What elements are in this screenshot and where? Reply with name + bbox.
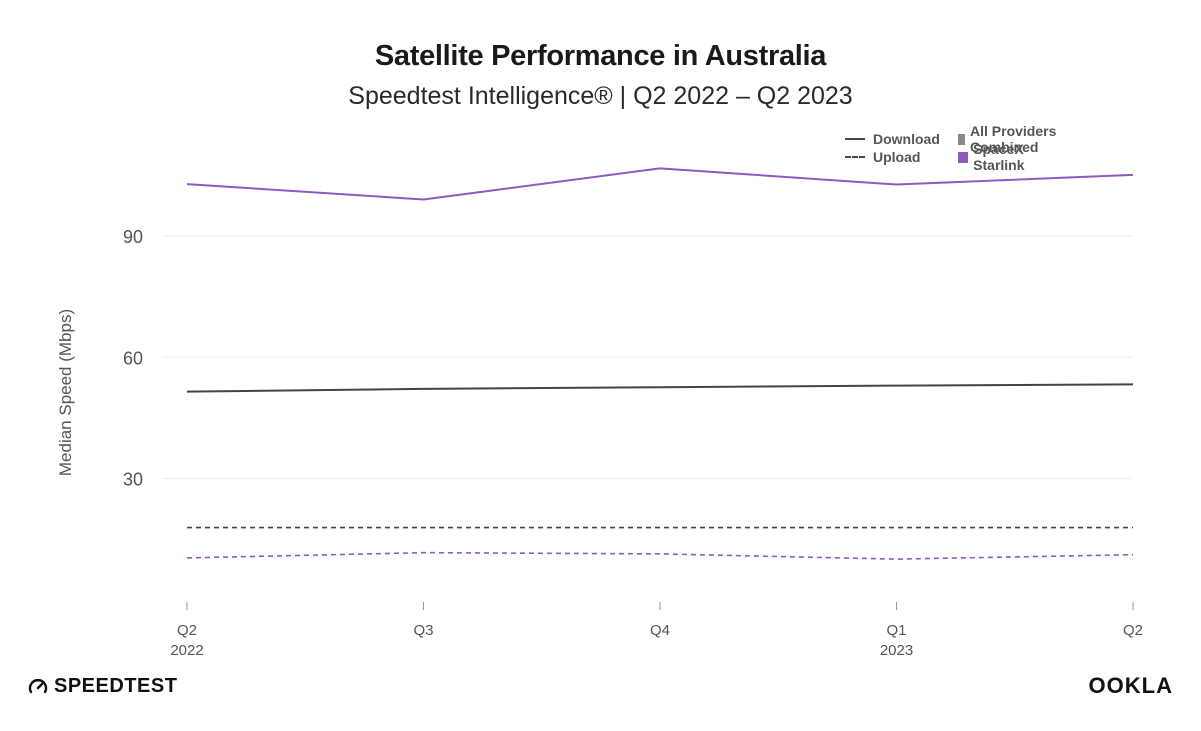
legend-all-providers-label: All Providers Combined — [970, 123, 1057, 155]
legend-upload-label: Upload — [873, 149, 921, 165]
speedtest-logo: SPEEDTEST — [28, 675, 177, 698]
ookla-logo: OOKLA — [1088, 673, 1173, 698]
x-tick-year-label: 2022 — [170, 642, 203, 659]
x-tick-label: Q2 — [1123, 622, 1143, 639]
legend-download-label: Download — [873, 131, 940, 147]
series-line-spacex-starlink-upload — [186, 551, 1134, 560]
legend-download: Download — [845, 131, 958, 147]
legend-upload: Upload — [845, 149, 958, 165]
x-tick-label: Q1 — [886, 622, 906, 639]
axis-layer: 30 60 90 Median Speed (Mbps) Q2 2022 Q3 Q4 Q1 202… — [56, 227, 1143, 659]
y-tick-label: 90 — [123, 227, 143, 247]
x-tick-label: Q2 — [177, 622, 197, 639]
dashed-line-icon — [845, 156, 865, 158]
x-tick-label: Q4 — [650, 622, 670, 639]
y-tick-label: 30 — [123, 470, 143, 490]
gray-square-icon — [958, 133, 965, 145]
speedtest-logo-text: SPEEDTEST — [54, 675, 178, 697]
series-layer — [186, 167, 1134, 560]
y-axis-label: Median Speed (Mbps) — [56, 309, 75, 476]
series-line-spacex-starlink-download — [186, 167, 1134, 201]
chart-legend: Download All Providers Combined Upload S… — [845, 123, 1071, 173]
purple-square-icon — [958, 151, 969, 163]
legend-starlink-label: SpaceX Starlink — [973, 141, 1025, 173]
chart-title: Satellite Performance in Australia — [374, 40, 827, 72]
y-tick-label: 60 — [123, 348, 143, 368]
grid-layer — [162, 235, 1133, 480]
solid-line-icon — [845, 138, 865, 140]
chart-subtitle: Speedtest Intelligence® | Q2 2022 – Q2 2… — [348, 82, 853, 110]
speedometer-icon — [28, 678, 48, 693]
series-line-all-providers-combined-download — [186, 383, 1134, 393]
x-tick-label: Q3 — [413, 622, 433, 639]
x-tick-year-label: 2023 — [880, 642, 913, 659]
legend-all-providers: All Providers Combined — [958, 123, 1071, 155]
legend-starlink: SpaceX Starlink — [958, 141, 1071, 173]
